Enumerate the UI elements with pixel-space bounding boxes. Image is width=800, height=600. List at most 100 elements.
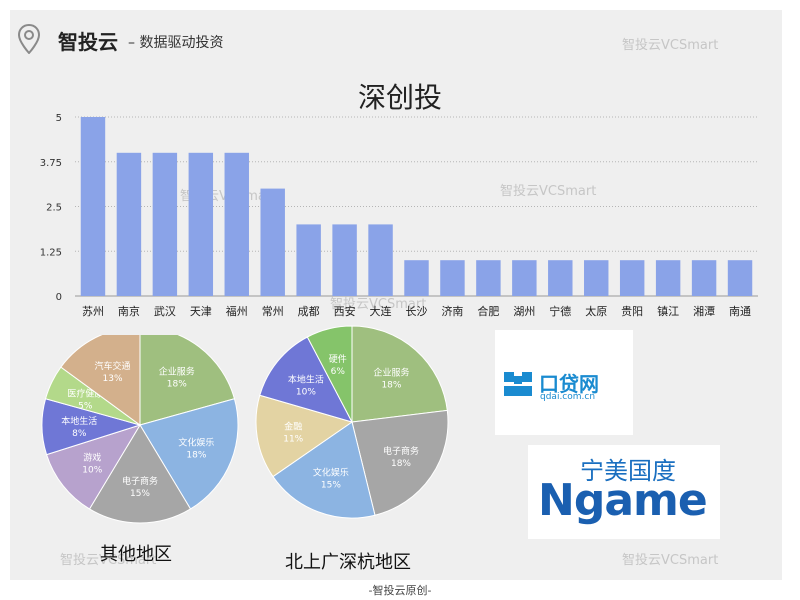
watermark: 智投云VCSmart <box>622 38 719 53</box>
qdai-logo: 口贷网 qdai.com.cn <box>495 330 633 435</box>
watermark: 智投云VCSmart <box>622 553 719 568</box>
ngame-wordmark: Ngame <box>538 475 708 526</box>
pie-slice <box>259 336 353 423</box>
pie-slice <box>139 335 236 426</box>
x-tick-label: 成都 <box>298 305 320 318</box>
brand-tagline: – 数据驱动投资 <box>128 35 224 51</box>
slice-percent: 6% <box>331 367 346 377</box>
ngame-chinese-name: 宁美国度 <box>580 457 676 485</box>
bar <box>727 260 753 296</box>
bar <box>655 260 681 296</box>
slice-label: 汽车交通 <box>95 360 131 372</box>
pie-caption-other-regions: 其他地区 <box>100 544 172 565</box>
bar <box>260 188 285 296</box>
slice-percent: 8% <box>72 429 87 439</box>
slice-label: 企业服务 <box>159 366 195 378</box>
slice-label: 本地生活 <box>61 415 97 427</box>
pie-slice <box>60 335 141 426</box>
slice-label: 硬件 <box>329 353 347 365</box>
slice-percent: 11% <box>283 435 303 445</box>
pie-slice <box>306 325 353 423</box>
bar <box>619 260 645 296</box>
x-tick-label: 西安 <box>334 304 356 318</box>
qdai-mark-icon <box>504 372 532 396</box>
bar <box>548 260 573 296</box>
x-tick-label: 南通 <box>729 305 751 318</box>
slice-label: 电子商务 <box>383 445 419 457</box>
bar <box>152 152 178 296</box>
slice-percent: 5% <box>78 401 93 411</box>
x-tick-label: 大连 <box>370 304 392 318</box>
x-tick-label: 济南 <box>441 304 463 318</box>
bar-chart: 0 1.25 2.5 3.75 5 苏州 南京 武汉 天津 福州 常州 成都 西安 大连 长沙 济南 合肥 湖州 宁… <box>40 113 758 318</box>
pie-chart-other-regions: 企业服务 18% 文化娱乐 18% 电子商务 15% 游戏 10% 本地生活 8% 医疗健康 5% 汽车… <box>41 335 239 524</box>
footer-credit: -智投云原创- <box>368 584 432 597</box>
slice-label: 电子商务 <box>122 475 158 487</box>
bar <box>332 224 357 296</box>
slice-label: 文化娱乐 <box>313 467 349 479</box>
bar <box>116 152 142 296</box>
bar <box>440 260 465 296</box>
slice-percent: 13% <box>103 374 123 384</box>
slice-percent: 18% <box>167 380 187 390</box>
slice-label: 企业服务 <box>373 366 409 378</box>
bar <box>368 224 393 296</box>
pie-caption-tier1-regions: 北上广深杭地区 <box>285 552 411 573</box>
pie-slice <box>139 398 239 510</box>
slice-label: 本地生活 <box>288 373 324 385</box>
y-tick-label: 3.75 <box>40 158 62 169</box>
qdai-wordmark: 口贷网 <box>539 372 599 396</box>
slice-label: 游戏 <box>83 452 101 464</box>
watermark: 智投云VCSmart <box>330 297 427 312</box>
x-tick-label: 南京 <box>118 304 140 318</box>
x-tick-label: 镇江 <box>657 304 679 318</box>
chart-title: 深创投 <box>357 81 442 114</box>
slice-percent: 15% <box>321 481 341 491</box>
bar <box>404 260 429 296</box>
slice-percent: 18% <box>391 459 411 469</box>
brand-name: 智投云 <box>58 30 118 54</box>
x-tick-label: 常州 <box>262 305 284 318</box>
x-tick-label: 合肥 <box>477 304 499 318</box>
y-tick-label: 2.5 <box>46 203 62 214</box>
bar <box>512 260 537 296</box>
bar <box>691 260 717 296</box>
watermark: 智投云VCSmart <box>60 553 157 568</box>
slice-label: 金融 <box>284 421 302 433</box>
x-tick-label: 苏州 <box>82 305 104 318</box>
x-tick-label: 贵阳 <box>621 305 643 318</box>
bar <box>80 117 106 296</box>
y-tick-label: 0 <box>56 292 62 303</box>
slice-percent: 15% <box>130 489 150 499</box>
pie-slice <box>351 325 448 423</box>
pie-slice <box>45 424 142 510</box>
qdai-url: qdai.com.cn <box>540 392 596 402</box>
x-tick-label: 武汉 <box>154 305 176 318</box>
bar <box>296 224 321 296</box>
slice-label: 医疗健康 <box>67 387 103 399</box>
slice-label: 文化娱乐 <box>178 436 214 448</box>
pie-chart-tier1-regions: 企业服务 18% 电子商务 18% 文化娱乐 15% 金融 11% 本地生活 10% 硬件 6% <box>255 325 449 519</box>
pie-slice <box>255 394 354 478</box>
slice-percent: 10% <box>296 387 316 397</box>
x-tick-label: 太原 <box>585 305 607 318</box>
location-pin-icon <box>18 24 40 54</box>
bar <box>224 152 249 296</box>
x-tick-label: 湖州 <box>513 305 535 318</box>
slice-percent: 18% <box>186 450 206 460</box>
bar <box>188 152 214 296</box>
pie-slice <box>351 409 449 516</box>
x-tick-label: 宁德 <box>549 304 571 318</box>
y-tick-label: 5 <box>56 113 62 124</box>
slice-percent: 18% <box>381 380 401 390</box>
x-tick-label: 天津 <box>190 305 212 318</box>
x-tick-label: 湘潭 <box>693 304 715 318</box>
pie-slice <box>272 421 376 519</box>
bar <box>476 260 501 296</box>
x-tick-label: 福州 <box>226 304 248 318</box>
ngame-logo: 宁美国度 Ngame <box>528 445 720 539</box>
slice-percent: 10% <box>82 466 102 476</box>
bar <box>584 260 609 296</box>
y-tick-label: 1.25 <box>40 247 62 258</box>
